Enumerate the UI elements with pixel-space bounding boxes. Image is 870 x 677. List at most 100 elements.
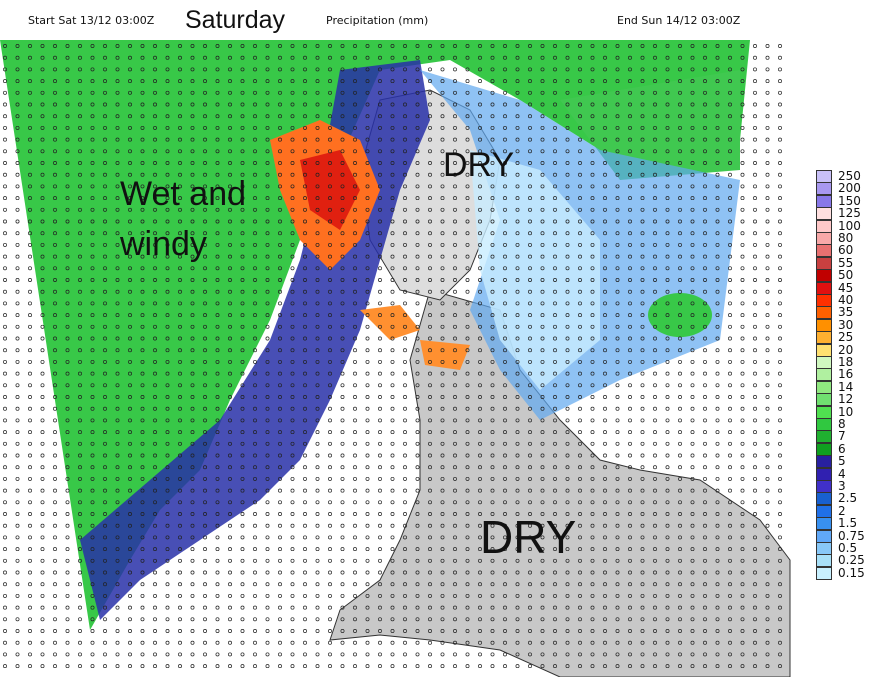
grid-mark (628, 395, 632, 399)
grid-mark (653, 196, 657, 201)
grid-mark (278, 137, 282, 142)
grid-mark (128, 476, 132, 481)
grid-mark (165, 266, 170, 271)
grid-mark (203, 196, 207, 201)
grid-mark (703, 547, 707, 552)
grid-mark (478, 79, 482, 84)
grid-mark (490, 395, 495, 399)
grid-mark (90, 383, 95, 388)
grid-mark (65, 301, 70, 306)
grid-mark (228, 547, 232, 552)
grid-mark (153, 593, 157, 598)
grid-mark (378, 500, 382, 505)
grid-mark (665, 219, 670, 224)
grid-mark (265, 664, 270, 669)
grid-mark (740, 254, 745, 259)
grid-mark (178, 44, 182, 48)
grid-mark (53, 242, 57, 247)
grid-mark (490, 102, 495, 107)
grid-mark (228, 79, 232, 84)
grid-mark (503, 652, 507, 657)
grid-mark (515, 301, 520, 306)
grid-mark (390, 278, 395, 282)
grid-mark (653, 406, 657, 411)
grid-mark (690, 441, 695, 446)
grid-mark (628, 90, 632, 95)
grid-mark (28, 102, 32, 107)
grid-mark (153, 395, 157, 399)
grid-mark (515, 617, 520, 622)
grid-mark (528, 476, 532, 481)
grid-mark (603, 278, 607, 282)
grid-mark (590, 44, 595, 48)
grid-mark (153, 582, 157, 587)
grid-mark (328, 114, 332, 119)
grid-mark (340, 219, 345, 224)
grid-mark (90, 231, 95, 236)
grid-mark (665, 383, 670, 388)
grid-mark (603, 476, 607, 481)
grid-mark (640, 640, 645, 645)
grid-mark (615, 371, 620, 376)
grid-mark (103, 465, 107, 470)
grid-mark (553, 406, 557, 411)
grid-mark (90, 114, 95, 119)
grid-mark (740, 547, 745, 552)
grid-mark (178, 313, 182, 318)
grid-mark (453, 582, 457, 587)
grid-mark (203, 593, 207, 598)
grid-mark (778, 441, 782, 446)
grid-mark (265, 359, 270, 364)
grid-mark (453, 254, 457, 259)
grid-mark (440, 617, 445, 622)
grid-mark (753, 90, 757, 95)
grid-mark (253, 184, 257, 189)
grid-mark (540, 453, 545, 458)
grid-mark (440, 371, 445, 376)
grid-mark (628, 301, 632, 306)
grid-mark (503, 172, 507, 177)
grid-mark (103, 44, 107, 48)
grid-mark (328, 395, 332, 399)
grid-mark (190, 324, 195, 329)
grid-mark (678, 67, 682, 72)
grid-mark (740, 79, 745, 84)
grid-mark (778, 55, 782, 60)
grid-mark (703, 90, 707, 95)
legend-swatch (816, 430, 832, 444)
grid-mark (240, 441, 245, 446)
grid-mark (90, 476, 95, 481)
grid-mark (290, 383, 295, 388)
grid-mark (278, 184, 282, 189)
grid-mark (115, 289, 120, 294)
grid-mark (565, 161, 570, 165)
grid-mark (403, 313, 407, 318)
grid-mark (640, 254, 645, 259)
grid-mark (315, 231, 320, 236)
grid-mark (778, 500, 782, 505)
grid-mark (765, 523, 770, 528)
grid-mark (715, 640, 720, 645)
grid-mark (678, 371, 682, 376)
grid-mark (778, 664, 782, 669)
grid-mark (740, 90, 745, 95)
grid-mark (278, 196, 282, 201)
grid-mark (503, 512, 507, 516)
grid-mark (578, 266, 582, 271)
grid-mark (590, 55, 595, 60)
grid-mark (478, 125, 482, 130)
grid-mark (340, 278, 345, 282)
grid-mark (678, 383, 682, 388)
grid-mark (103, 289, 107, 294)
grid-mark (578, 348, 582, 353)
grid-mark (140, 406, 145, 411)
grid-mark (728, 161, 732, 165)
grid-mark (203, 266, 207, 271)
grid-mark (678, 301, 682, 306)
annotation-dry-south: DRY (480, 511, 577, 563)
grid-mark (553, 395, 557, 399)
grid-mark (453, 488, 457, 493)
grid-mark (690, 476, 695, 481)
grid-mark (540, 219, 545, 224)
grid-mark (115, 313, 120, 318)
